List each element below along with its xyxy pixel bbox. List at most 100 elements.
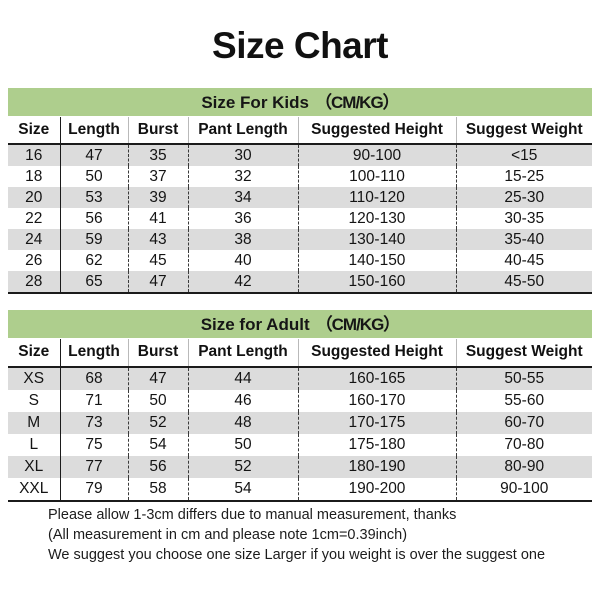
kids-cell: 53 xyxy=(60,187,129,208)
adult-cell: 160-170 xyxy=(298,390,457,412)
adult-cell: 56 xyxy=(128,456,189,478)
kids-col-header-pant: Pant Length xyxy=(188,117,299,145)
kids-size-table: Size Length Burst Pant Length Suggested … xyxy=(8,117,592,294)
table-row: 20 53 39 34 110-120 25-30 xyxy=(8,187,592,208)
table-row: XXL 79 58 54 190-200 90-100 xyxy=(8,478,592,502)
adult-cell: 160-165 xyxy=(298,367,457,390)
table-row: XS 68 47 44 160-165 50-55 xyxy=(8,367,592,390)
adult-cell: 52 xyxy=(128,412,189,434)
adult-size-table-block: Size for Adult （CM/KG） Size Length Burst … xyxy=(8,310,592,502)
adult-cell: 175-180 xyxy=(298,434,457,456)
kids-cell: 90-100 xyxy=(298,144,457,166)
adult-col-header-weight: Suggest Weight xyxy=(456,339,592,368)
adult-col-header-size: Size xyxy=(8,339,61,368)
adult-cell: 170-175 xyxy=(298,412,457,434)
kids-cell: 18 xyxy=(8,166,61,187)
adult-cell: 50 xyxy=(188,434,299,456)
kids-table-body: 16 47 35 30 90-100 <15 18 50 37 32 100-110 15-25 20 5… xyxy=(8,144,592,294)
note-line-3: We suggest you choose one size Larger if… xyxy=(48,547,546,563)
kids-cell: 39 xyxy=(128,187,189,208)
adult-cell: 52 xyxy=(188,456,299,478)
adult-cell: 50 xyxy=(128,390,189,412)
kids-cell: 43 xyxy=(128,229,189,250)
kids-cell: 30 xyxy=(188,144,299,166)
kids-col-header-weight: Suggest Weight xyxy=(456,117,592,145)
kids-cell: 30-35 xyxy=(504,209,545,227)
adult-cell: 50-55 xyxy=(456,367,592,390)
kids-cell: 62 xyxy=(60,250,129,271)
kids-cell: 45-50 xyxy=(456,271,592,294)
kids-cell: 47 xyxy=(128,271,189,294)
kids-cell: 120-130 xyxy=(298,208,457,229)
adult-cell: 79 xyxy=(60,478,129,502)
kids-cell: 22 xyxy=(8,208,61,229)
adult-cell: 73 xyxy=(60,412,129,434)
table-row: L 75 54 50 175-180 70-80 xyxy=(8,434,592,456)
kids-cell: 28 xyxy=(8,271,61,294)
kids-band-title: Size For Kids xyxy=(201,93,309,112)
kids-cell: 26 xyxy=(8,250,61,271)
kids-cell: <15 xyxy=(456,144,592,166)
kids-col-header-size: Size xyxy=(8,117,61,145)
adult-band-title: Size for Adult xyxy=(200,315,310,334)
adult-cell: 44 xyxy=(188,367,299,390)
kids-cell: 37 xyxy=(128,166,189,187)
table-row: M 73 52 48 170-175 60-70 xyxy=(8,412,592,434)
adult-cell: XL xyxy=(8,456,61,478)
kids-cell: 35 xyxy=(128,144,189,166)
adult-table-band: Size for Adult （CM/KG） xyxy=(8,310,592,339)
kids-cell: 32 xyxy=(188,166,299,187)
table-row: 26 62 45 40 140-150 40-45 xyxy=(8,250,592,271)
kids-cell: 65 xyxy=(60,271,129,294)
adult-size-table: Size Length Burst Pant Length Suggested … xyxy=(8,339,592,502)
adult-col-header-height: Suggested Height xyxy=(298,339,457,368)
table-row: S 71 50 46 160-170 55-60 xyxy=(8,390,592,412)
adult-cell: L xyxy=(8,434,61,456)
note-line-2: (All measurement in cm and please note 1… xyxy=(48,527,408,543)
adult-cell: 60-70 xyxy=(456,412,592,434)
kids-cell: 40 xyxy=(188,250,299,271)
kids-cell: 59 xyxy=(60,229,129,250)
kids-cell: 47 xyxy=(60,144,129,166)
kids-cell: 25-30 xyxy=(456,187,592,208)
kids-cell: 38 xyxy=(188,229,299,250)
adult-cell: 46 xyxy=(188,390,299,412)
adult-cell: 77 xyxy=(60,456,129,478)
adult-cell: 58 xyxy=(128,478,189,502)
adult-table-header: Size Length Burst Pant Length Suggested … xyxy=(8,339,592,368)
kids-cell: 20 xyxy=(8,187,61,208)
adult-cell: 90-100 xyxy=(456,478,592,502)
adult-cell: 54 xyxy=(188,478,299,502)
kids-header-row: Size Length Burst Pant Length Suggested … xyxy=(8,117,592,145)
page-title: Size Chart xyxy=(212,25,388,66)
kids-col-header-length: Length xyxy=(60,117,129,145)
adult-cell: M xyxy=(8,412,61,434)
adult-cell: 54 xyxy=(128,434,189,456)
measurement-notes: Please allow 1-3cm differs due to manual… xyxy=(48,505,568,565)
table-row: 18 50 37 32 100-110 15-25 xyxy=(8,166,592,187)
kids-table-header: Size Length Burst Pant Length Suggested … xyxy=(8,117,592,145)
kids-band-unit: （CM/KG） xyxy=(315,93,400,112)
adult-cell: 70-80 xyxy=(504,436,545,453)
kids-cell: 100-110 xyxy=(298,166,457,187)
kids-cell: 40-45 xyxy=(504,251,545,269)
kids-col-header-burst: Burst xyxy=(128,117,189,145)
adult-cell: 48 xyxy=(188,412,299,434)
adult-cell: S xyxy=(8,390,61,412)
note-line-1: Please allow 1-3cm differs due to manual… xyxy=(48,507,457,523)
kids-cell: 16 xyxy=(8,144,61,166)
kids-cell: 130-140 xyxy=(298,229,457,250)
adult-cell: 180-190 xyxy=(298,456,457,478)
adult-col-header-pant: Pant Length xyxy=(188,339,299,368)
adult-cell: XXL xyxy=(8,478,61,502)
kids-cell: 45 xyxy=(128,250,189,271)
kids-cell: 56 xyxy=(60,208,129,229)
adult-col-header-length: Length xyxy=(60,339,129,368)
adult-col-header-burst: Burst xyxy=(128,339,189,368)
kids-size-table-block: Size For Kids （CM/KG） Size Length Burst P… xyxy=(8,88,592,294)
kids-cell: 41 xyxy=(128,208,189,229)
kids-cell: 140-150 xyxy=(298,250,457,271)
kids-col-header-height: Suggested Height xyxy=(298,117,457,145)
adult-cell: 71 xyxy=(60,390,129,412)
adult-band-unit: （CM/KG） xyxy=(315,315,401,334)
